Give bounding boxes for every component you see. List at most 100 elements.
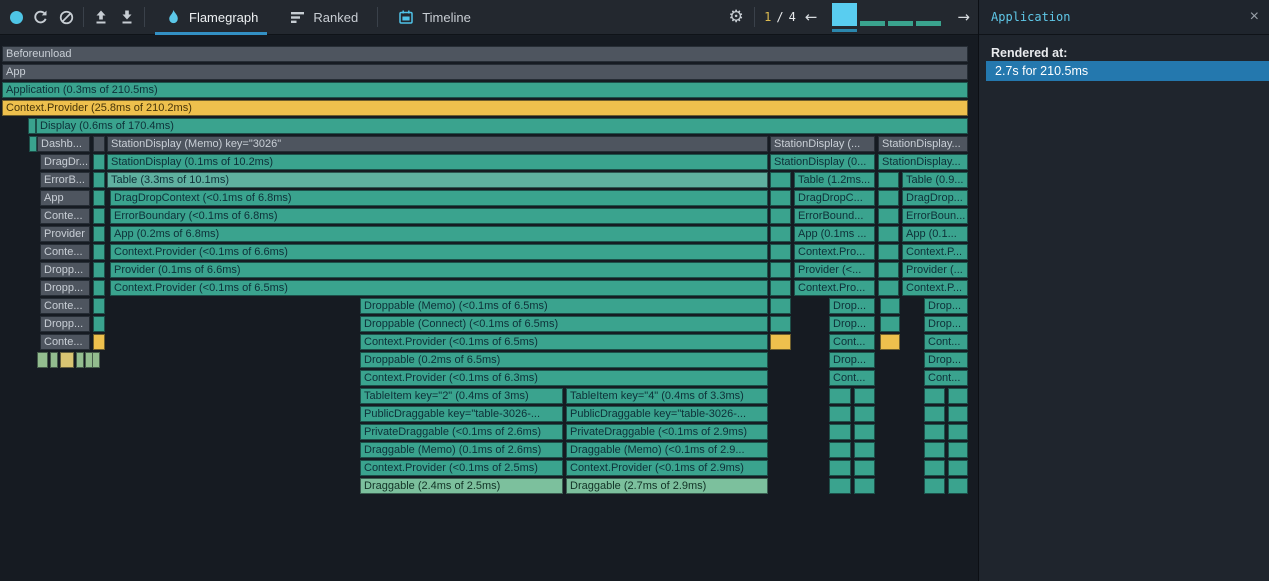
tab-flamegraph[interactable]: Flamegraph [153,0,269,35]
flame-bar[interactable]: PublicDraggable key="table-3026-... [360,406,563,422]
flame-bar[interactable]: Cont... [829,334,875,350]
flame-bar[interactable]: Droppable (Memo) (<0.1ms of 6.5ms) [360,298,768,314]
flame-bar[interactable]: Drop... [829,352,875,368]
flame-bar[interactable] [93,226,105,242]
flame-bar[interactable] [948,424,968,440]
flame-bar[interactable]: StationDisplay (0.1ms of 10.2ms) [107,154,768,170]
flame-bar[interactable]: PrivateDraggable (<0.1ms of 2.9ms) [566,424,768,440]
flame-bar[interactable]: App (0.1ms ... [794,226,875,242]
flame-bar[interactable] [93,262,105,278]
flame-bar[interactable] [76,352,84,368]
flame-bar[interactable]: Conte... [40,208,90,224]
flame-bar[interactable] [770,208,791,224]
flame-bar[interactable] [878,190,899,206]
flame-bar[interactable] [770,244,791,260]
flame-bar[interactable]: Droppable (0.2ms of 6.5ms) [360,352,768,368]
flame-bar[interactable]: Cont... [924,370,968,386]
flame-bar[interactable] [854,460,875,476]
flame-bar[interactable] [770,226,791,242]
flame-bar[interactable]: Display (0.6ms of 170.4ms) [36,118,968,134]
flame-bar[interactable] [770,334,791,350]
flame-bar[interactable]: Context.Provider (<0.1ms of 6.5ms) [360,334,768,350]
flame-bar[interactable] [948,460,968,476]
flame-bar[interactable]: Context.Pro... [794,280,875,296]
flame-bar[interactable] [948,442,968,458]
flame-bar[interactable]: Draggable (Memo) (0.1ms of 2.6ms) [360,442,563,458]
commit-thumbnail[interactable] [916,21,941,26]
flame-bar[interactable]: App [2,64,968,80]
flame-bar[interactable]: Context.Provider (<0.1ms of 6.5ms) [110,280,768,296]
flame-bar[interactable]: Provider (<... [794,262,875,278]
flame-bar[interactable]: Application (0.3ms of 210.5ms) [2,82,968,98]
flame-bar[interactable] [878,280,899,296]
flame-bar[interactable]: App (0.2ms of 6.8ms) [110,226,768,242]
commit-thumbnail[interactable] [888,21,913,26]
flame-bar[interactable]: Conte... [40,298,90,314]
flame-bar[interactable] [29,136,37,152]
flame-bar[interactable] [878,208,899,224]
next-commit-icon[interactable]: → [957,10,970,25]
flame-bar[interactable] [93,334,105,350]
flame-bar[interactable]: ErrorB... [40,172,90,188]
flame-bar[interactable] [878,226,899,242]
flame-bar[interactable]: TableItem key="2" (0.4ms of 3ms) [360,388,563,404]
flame-bar[interactable] [50,352,58,368]
flame-bar[interactable] [948,406,968,422]
flame-bar[interactable] [924,478,945,494]
flame-bar[interactable] [924,406,945,422]
import-profile-icon[interactable] [92,8,110,26]
flame-bar[interactable]: Context.Provider (<0.1ms of 2.9ms) [566,460,768,476]
flame-bar[interactable]: Droppable (Connect) (<0.1ms of 6.5ms) [360,316,768,332]
flame-bar[interactable]: Provider (0.1ms of 6.6ms) [110,262,768,278]
flame-bar[interactable]: Drop... [924,316,968,332]
flame-bar[interactable]: Context.Provider (<0.1ms of 6.6ms) [110,244,768,260]
flame-bar[interactable] [924,442,945,458]
flame-bar[interactable]: PublicDraggable key="table-3026-... [566,406,768,422]
flame-bar[interactable] [948,388,968,404]
flame-bar[interactable] [93,208,105,224]
flame-bar[interactable]: Drop... [829,298,875,314]
flame-bar[interactable] [854,478,875,494]
flame-bar[interactable]: Drop... [829,316,875,332]
export-profile-icon[interactable] [118,8,136,26]
flame-bar[interactable] [854,442,875,458]
flamegraph-canvas[interactable]: BeforeunloadAppApplication (0.3ms of 210… [0,36,978,581]
flame-bar[interactable]: StationDisplay... [878,136,968,152]
flame-bar[interactable] [880,316,900,332]
flame-bar[interactable]: DragDropContext (<0.1ms of 6.8ms) [110,190,768,206]
flame-bar[interactable] [878,244,899,260]
flame-bar[interactable] [924,424,945,440]
flame-bar[interactable]: Cont... [924,334,968,350]
flame-bar[interactable] [770,172,791,188]
flame-bar[interactable] [93,244,105,260]
flame-bar[interactable] [770,190,791,206]
flame-bar[interactable]: TableItem key="4" (0.4ms of 3.3ms) [566,388,768,404]
commit-thumbnail-selected[interactable] [832,3,857,26]
flame-bar[interactable] [829,442,851,458]
commit-selector[interactable] [826,2,948,33]
flame-bar[interactable]: Context.P... [902,280,968,296]
flame-bar[interactable] [948,478,968,494]
flame-bar[interactable] [854,424,875,440]
flame-bar[interactable] [829,460,851,476]
flame-bar[interactable]: Context.Provider (25.8ms of 210.2ms) [2,100,968,116]
flame-bar[interactable] [878,262,899,278]
flame-bar[interactable]: Dropp... [40,316,90,332]
flame-bar[interactable] [93,316,105,332]
flame-bar[interactable] [880,298,900,314]
tab-timeline[interactable]: Timeline [386,0,482,35]
clear-icon[interactable] [57,8,75,26]
flame-bar[interactable]: Draggable (2.4ms of 2.5ms) [360,478,563,494]
flame-bar[interactable] [854,388,875,404]
flame-bar[interactable]: App [40,190,90,206]
flame-bar[interactable] [93,136,105,152]
flame-bar[interactable]: DragDr... [40,154,90,170]
flame-bar[interactable]: Context.Pro... [794,244,875,260]
flame-bar[interactable]: DragDrop... [902,190,968,206]
flame-bar[interactable] [92,352,100,368]
flame-bar[interactable] [770,280,791,296]
flame-bar[interactable]: Context.P... [902,244,968,260]
flame-bar[interactable]: StationDisplay... [878,154,968,170]
flame-bar[interactable] [829,424,851,440]
flame-bar[interactable]: DragDropC... [794,190,875,206]
